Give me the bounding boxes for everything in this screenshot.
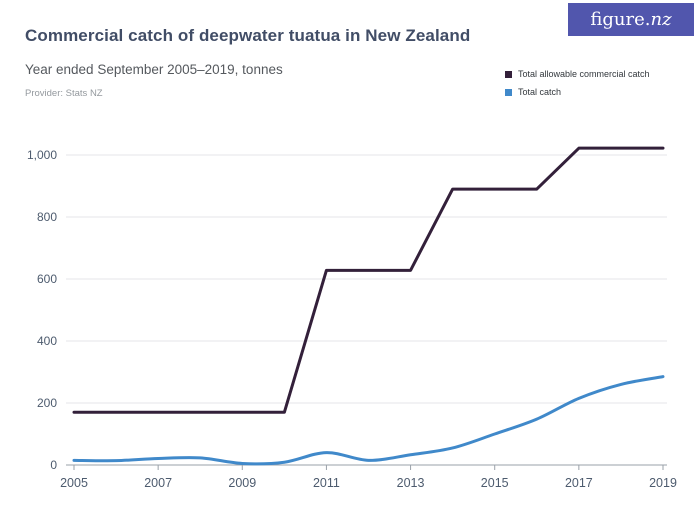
figure-nz-logo[interactable]: figure. nz: [568, 3, 694, 36]
x-tick-label: 2015: [481, 476, 509, 490]
chart-legend: Total allowable commercial catch Total c…: [505, 69, 650, 105]
series-line-total-catch: [72, 375, 665, 466]
x-tick-label: 2005: [60, 476, 88, 490]
logo-text-accent: nz: [650, 9, 672, 30]
y-tick-label: 800: [37, 210, 57, 224]
x-tick-label: 2009: [228, 476, 256, 490]
y-tick-label: 1,000: [27, 148, 57, 162]
legend-label-catch: Total catch: [518, 87, 562, 97]
chart-subtitle: Year ended September 2005–2019, tonnes: [25, 62, 283, 77]
y-tick-label: 0: [50, 458, 57, 472]
x-tick-label: 2019: [649, 476, 677, 490]
x-tick-label: 2007: [144, 476, 172, 490]
y-tick-label: 200: [37, 396, 57, 410]
legend-item-total-allowable: Total allowable commercial catch: [505, 69, 650, 79]
y-tick-label: 600: [37, 272, 57, 286]
series-line-total-allowable-commercial-catch: [72, 146, 665, 414]
x-tick-label: 2011: [313, 476, 340, 490]
logo-text: figure.: [590, 9, 651, 30]
x-tick-label: 2017: [565, 476, 593, 490]
page-title: Commercial catch of deepwater tuatua in …: [25, 26, 471, 45]
legend-item-total-catch: Total catch: [505, 87, 650, 97]
provider-credit: Provider: Stats NZ: [25, 88, 103, 99]
legend-label-tacc: Total allowable commercial catch: [518, 69, 650, 79]
x-tick-label: 2013: [397, 476, 425, 490]
legend-swatch-tacc-icon: [505, 70, 512, 78]
legend-swatch-catch-icon: [505, 88, 512, 96]
y-tick-label: 400: [37, 334, 57, 348]
